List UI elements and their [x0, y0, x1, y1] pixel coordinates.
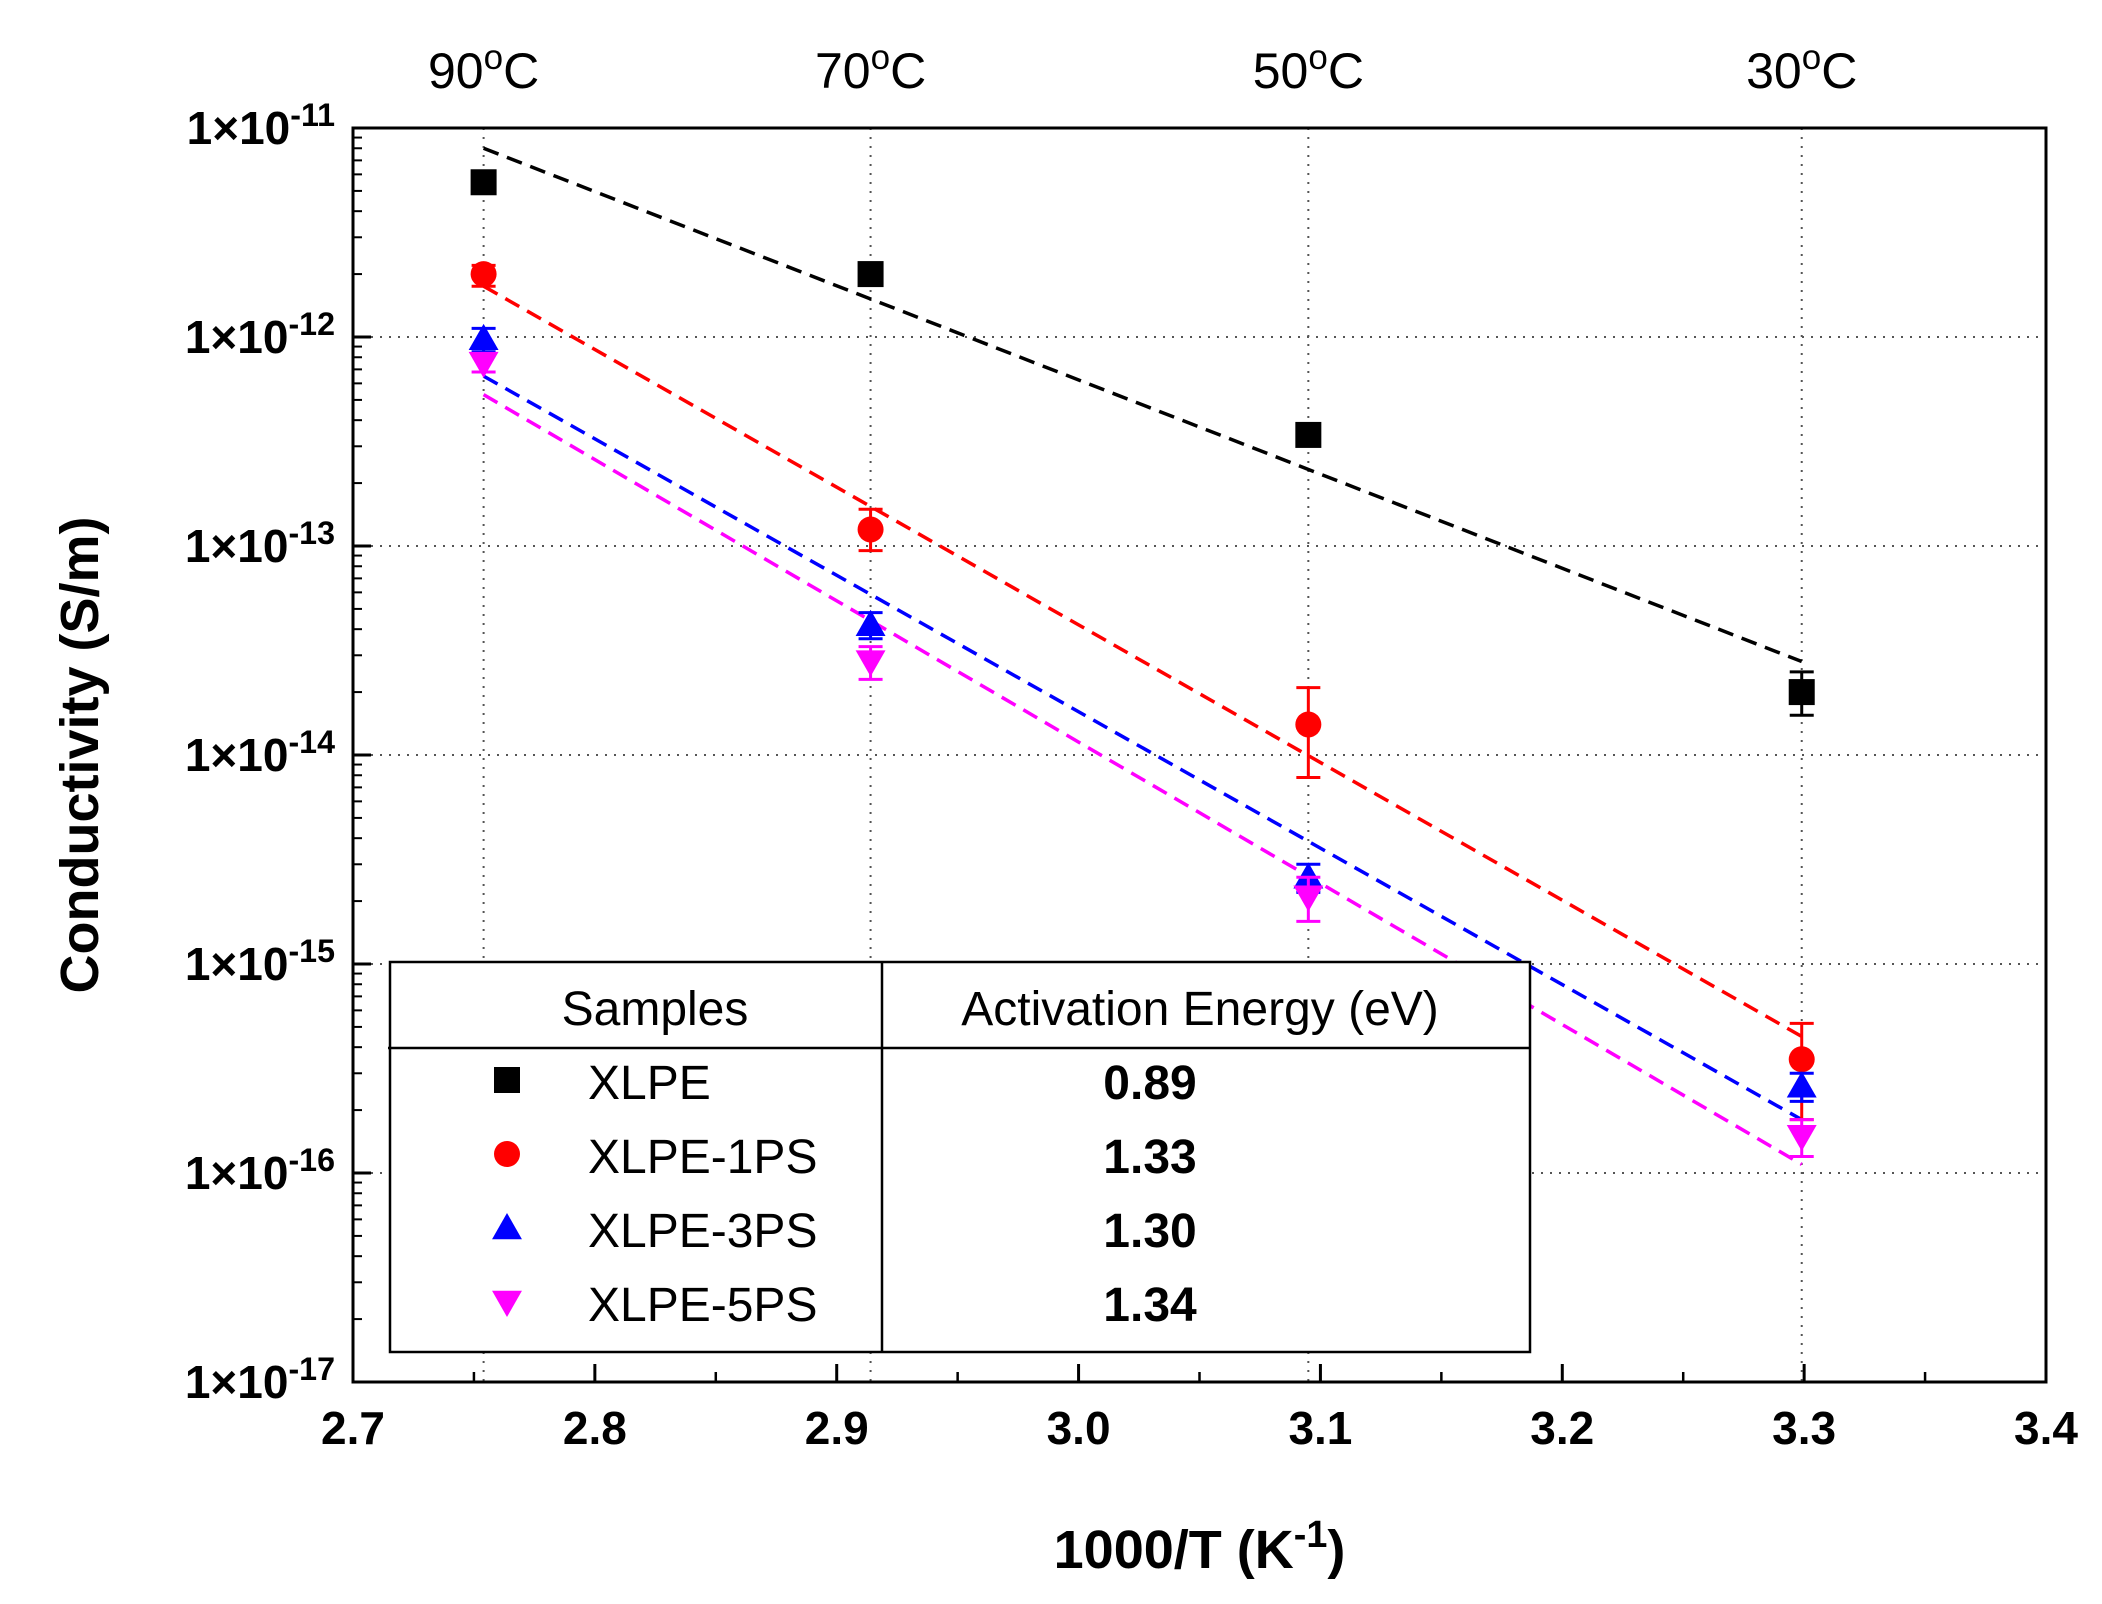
point-xlpe-5ps	[468, 351, 499, 379]
y-tick-exp: -12	[288, 306, 335, 342]
top-temperature-label: 30oC	[1746, 38, 1857, 100]
point-xlpe-5ps	[855, 650, 886, 677]
point-xlpe	[1295, 421, 1322, 448]
legend-header-energy: Activation Energy (eV)	[961, 983, 1439, 1036]
point-xlpe-1ps	[470, 261, 497, 288]
legend-activation-energy: 1.34	[1103, 1279, 1197, 1332]
x-axis-title-sup: -1	[1294, 1514, 1328, 1556]
y-tick-label: 1×10-17	[185, 1351, 335, 1408]
x-tick-label: 3.1	[1288, 1402, 1352, 1454]
fit-line-xlpe-3ps	[482, 374, 1803, 1122]
x-tick-label: 3.3	[1772, 1402, 1836, 1454]
point-xlpe-1ps	[1295, 711, 1322, 738]
top-label-unit: C	[1328, 43, 1364, 99]
top-label-degree: o	[871, 38, 890, 77]
top-label-degree: o	[484, 38, 503, 77]
top-label-num: 90	[428, 43, 484, 99]
fit-line-xlpe	[482, 146, 1803, 664]
legend-header-samples: Samples	[562, 983, 749, 1036]
top-temperature-label: 50oC	[1253, 38, 1364, 100]
legend-marker-xlpe-3ps	[492, 1213, 522, 1240]
y-tick-exp: -11	[290, 97, 335, 133]
y-tick-base: 1×10	[185, 520, 289, 572]
x-tick-label: 2.9	[805, 1402, 869, 1454]
top-label-unit: C	[503, 43, 539, 99]
legend-label: XLPE-1PS	[588, 1131, 817, 1184]
x-tick-label: 3.0	[1047, 1402, 1111, 1454]
y-tick-base: 1×10	[185, 311, 289, 363]
point-xlpe	[857, 261, 884, 288]
x-axis-title: 1000/T (K-1)	[1054, 1514, 1346, 1580]
y-tick-exp: -15	[288, 933, 335, 969]
legend-label: XLPE-3PS	[588, 1205, 817, 1258]
y-tick-label: 1×10-14	[185, 724, 335, 781]
top-label-degree: o	[1308, 38, 1327, 77]
top-label-degree: o	[1802, 38, 1821, 77]
legend-marker-xlpe-1ps	[494, 1141, 520, 1167]
top-label-unit: C	[890, 43, 926, 99]
point-xlpe	[1788, 679, 1815, 706]
legend-activation-energy: 1.33	[1103, 1131, 1196, 1184]
y-tick-base: 1×10	[185, 1147, 289, 1199]
y-tick-base: 1×10	[185, 938, 289, 990]
x-axis-title-text: 1000/T (K	[1054, 1520, 1294, 1580]
y-tick-base: 1×10	[185, 729, 289, 781]
point-xlpe-3ps	[855, 609, 886, 636]
data-points	[468, 169, 1817, 1158]
x-tick-label: 2.7	[321, 1402, 385, 1454]
y-axis-title: Conductivity (S/m)	[50, 516, 110, 993]
axes: 2.7 2.8 2.9 3.0 3.1 3.2 3.3 3.41×10-111×10-121×…	[50, 38, 2078, 1581]
y-tick-base: 1×10	[187, 102, 291, 154]
point-xlpe-1ps	[857, 516, 884, 543]
x-tick-label: 3.4	[2014, 1402, 2078, 1454]
top-temperature-label: 70oC	[815, 38, 926, 100]
y-tick-label: 1×10-11	[187, 97, 335, 154]
point-xlpe-1ps	[1788, 1046, 1815, 1073]
y-tick-exp: -13	[288, 515, 335, 551]
x-tick-label: 3.2	[1530, 1402, 1594, 1454]
x-tick-label: 2.8	[563, 1402, 627, 1454]
point-xlpe	[470, 169, 497, 196]
y-tick-label: 1×10-13	[185, 515, 335, 572]
top-label-num: 50	[1253, 43, 1309, 99]
y-tick-label: 1×10-16	[185, 1142, 335, 1199]
point-xlpe-5ps	[1786, 1124, 1817, 1152]
top-label-unit: C	[1821, 43, 1857, 99]
legend-box	[388, 960, 1532, 1354]
fit-line-xlpe-5ps	[482, 393, 1803, 1166]
legend-marker-xlpe-5ps	[492, 1290, 522, 1317]
legend: Samples Activation Energy (eV) XLPE 0.89 XLP…	[388, 960, 1532, 1354]
y-tick-exp: -16	[288, 1142, 335, 1178]
x-axis-title-close: )	[1327, 1520, 1345, 1580]
point-xlpe-3ps	[1293, 862, 1324, 889]
y-tick-label: 1×10-15	[185, 933, 335, 990]
legend-activation-energy: 0.89	[1103, 1057, 1196, 1110]
top-temperature-label: 90oC	[428, 38, 539, 100]
legend-marker-xlpe	[494, 1067, 520, 1093]
top-label-num: 30	[1746, 43, 1802, 99]
y-tick-base: 1×10	[185, 1356, 289, 1408]
point-xlpe-3ps	[468, 323, 499, 351]
y-tick-label: 1×10-12	[185, 306, 335, 363]
top-label-num: 70	[815, 43, 871, 99]
y-tick-exp: -17	[288, 1351, 335, 1387]
fit-lines	[482, 146, 1803, 1166]
legend-activation-energy: 1.30	[1103, 1205, 1196, 1258]
fit-line-xlpe-1ps	[482, 284, 1803, 1038]
y-tick-exp: -14	[288, 724, 335, 760]
legend-label: XLPE	[588, 1057, 711, 1110]
point-xlpe-5ps	[1293, 885, 1324, 912]
point-xlpe-3ps	[1786, 1071, 1817, 1098]
legend-label: XLPE-5PS	[588, 1279, 817, 1332]
